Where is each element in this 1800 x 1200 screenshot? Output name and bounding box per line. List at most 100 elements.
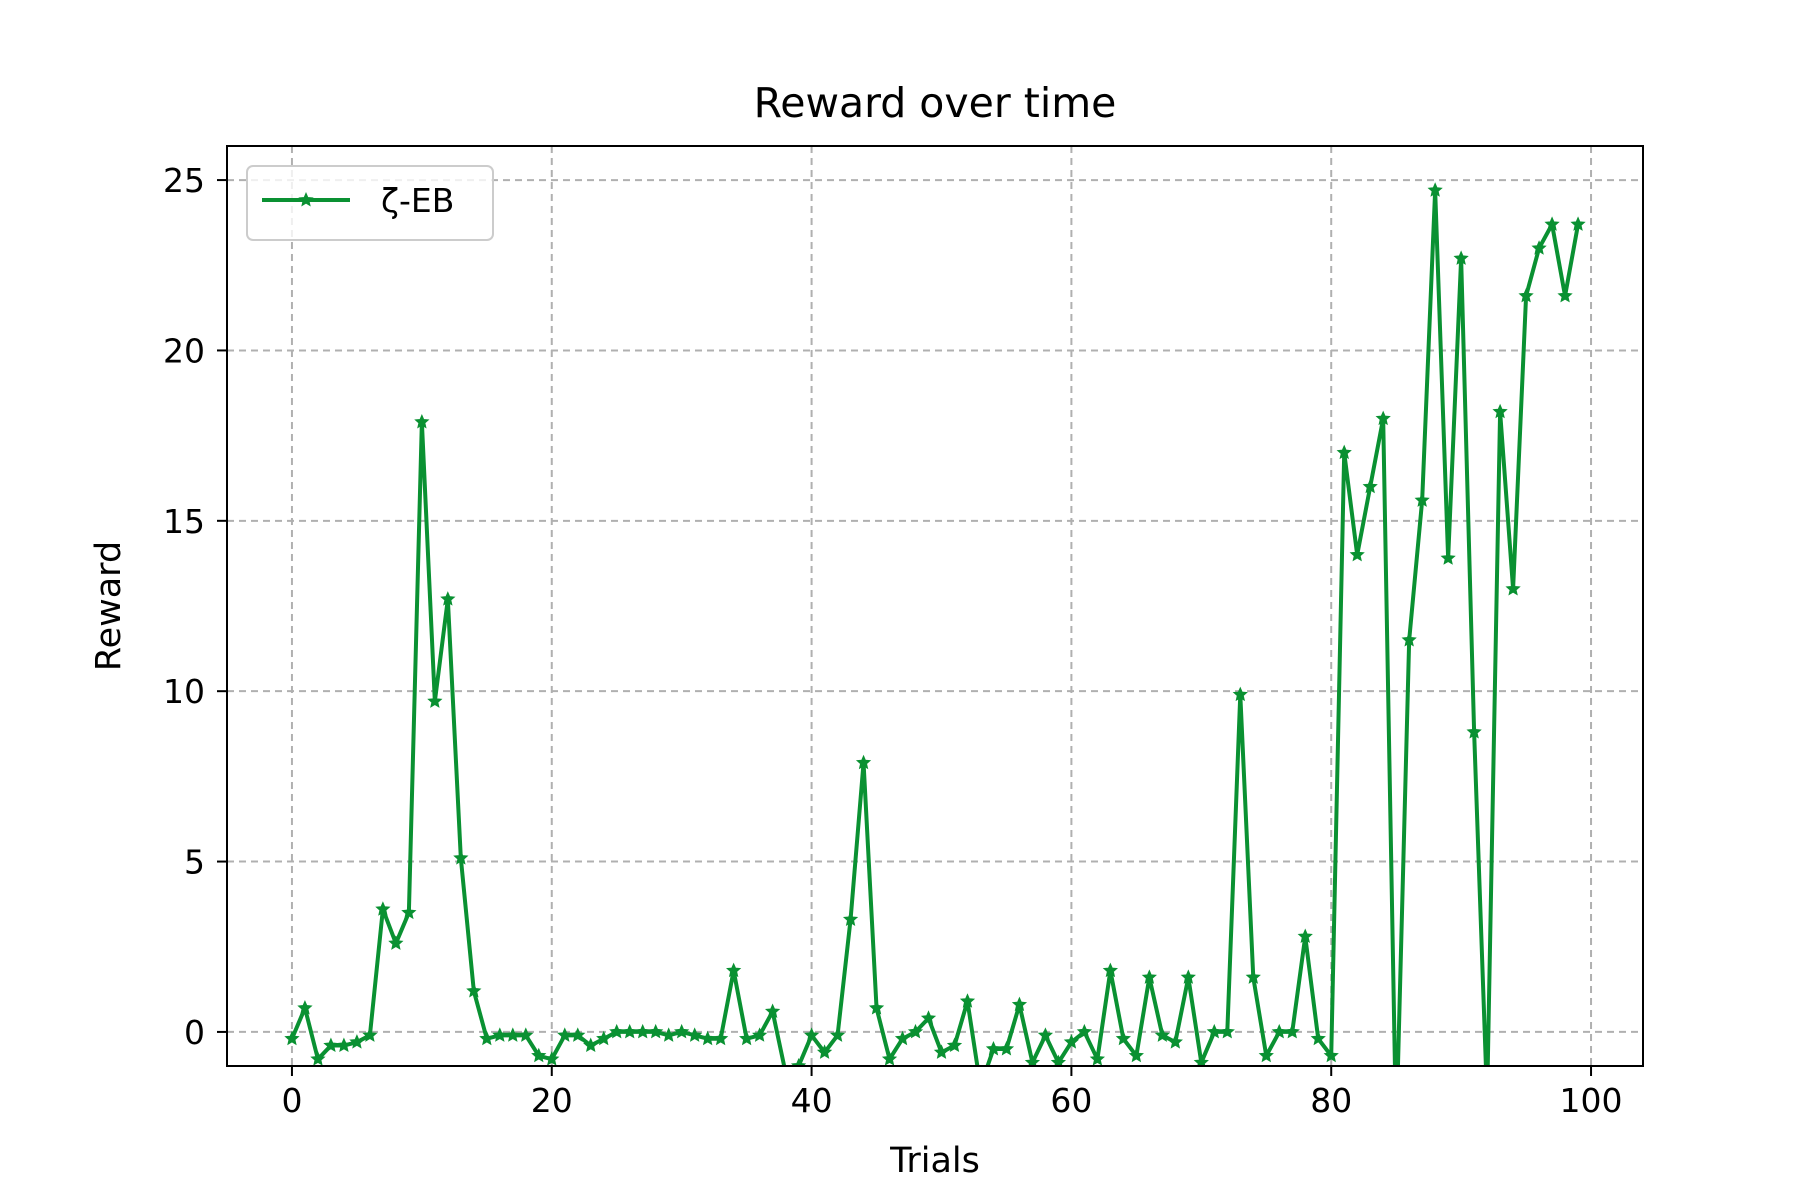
data-point (829, 1027, 846, 1042)
data-point (1310, 1030, 1326, 1046)
y-tick-label: 5 (184, 843, 205, 882)
data-point (310, 1051, 326, 1066)
data-point (1284, 1023, 1300, 1039)
data-point (816, 1044, 833, 1059)
data-point (1154, 1027, 1170, 1042)
data-point (1518, 287, 1534, 303)
data-point (479, 1030, 495, 1046)
data-point (362, 1027, 378, 1042)
data-point (1492, 403, 1508, 419)
data-point (1180, 969, 1196, 984)
y-tick-label: 15 (163, 502, 205, 541)
data-point (1063, 1034, 1080, 1049)
data-point (583, 1037, 599, 1053)
data-point (544, 1051, 560, 1066)
data-point (855, 754, 872, 770)
data-point (1297, 928, 1313, 944)
x-tick-label: 40 (791, 1081, 833, 1120)
data-point (894, 1030, 911, 1046)
x-axis-label: Trials (889, 1141, 980, 1181)
data-point (1401, 632, 1417, 647)
data-point (1128, 1047, 1144, 1063)
y-axis-ticks: 0 5 10 15 20 25 (163, 161, 227, 1052)
data-point (726, 962, 742, 978)
data-point (739, 1030, 755, 1046)
data-point (907, 1023, 924, 1039)
chart-title: Reward over time (754, 79, 1117, 127)
data-point (505, 1027, 521, 1042)
y-axis-label: Reward (89, 541, 129, 671)
data-point (1115, 1030, 1131, 1046)
data-point (349, 1034, 365, 1049)
series-line (290, 188, 1581, 1066)
data-point (946, 1037, 963, 1053)
data-point (985, 1040, 1002, 1056)
data-point (375, 901, 391, 916)
data-point (1414, 492, 1430, 507)
data-point (648, 1023, 664, 1039)
data-point (492, 1027, 508, 1042)
data-point (1375, 410, 1391, 426)
data-point (842, 911, 859, 926)
data-point (557, 1027, 573, 1042)
data-point (752, 1027, 768, 1042)
data-point (1453, 250, 1469, 265)
data-point (1167, 1034, 1183, 1049)
data-point (674, 1023, 690, 1039)
data-point (803, 1027, 820, 1042)
data-point (1427, 182, 1443, 197)
data-point (1349, 546, 1365, 562)
data-point (531, 1047, 547, 1063)
data-point (336, 1037, 352, 1053)
data-point (881, 1051, 898, 1066)
data-point (790, 1057, 807, 1066)
x-tick-label: 20 (531, 1081, 573, 1120)
data-point (713, 1030, 729, 1046)
data-point (1258, 1047, 1274, 1063)
y-tick-label: 20 (163, 331, 205, 370)
data-point (1037, 1027, 1054, 1042)
data-point (1570, 216, 1586, 231)
data-point (1505, 580, 1521, 596)
x-tick-label: 100 (1560, 1081, 1623, 1120)
data-point (868, 1000, 885, 1015)
data-point (401, 904, 417, 920)
data-point (518, 1027, 534, 1042)
data-point (440, 591, 456, 606)
data-point (388, 935, 404, 950)
legend-series-label: ζ-EB (381, 181, 454, 220)
data-point (622, 1023, 638, 1039)
data-point (1362, 478, 1378, 494)
data-point (466, 983, 482, 998)
data-point (1440, 550, 1456, 565)
data-point (1323, 1047, 1339, 1063)
data-point (1089, 1051, 1106, 1066)
data-point (661, 1027, 677, 1042)
data-point (453, 850, 469, 865)
data-point (998, 1040, 1015, 1056)
data-point (959, 993, 976, 1008)
data-point (414, 413, 430, 429)
data-point (764, 1003, 781, 1018)
data-point (920, 1010, 937, 1025)
data-point (427, 693, 443, 708)
data-point (687, 1027, 703, 1042)
data-point (1206, 1023, 1222, 1039)
data-point (1245, 969, 1261, 984)
data-point (635, 1023, 651, 1039)
legend-box (246, 165, 494, 241)
data-point (1011, 996, 1028, 1012)
data-point (1102, 962, 1118, 978)
data-point (933, 1044, 950, 1059)
data-point (1544, 216, 1560, 231)
y-tick-label: 25 (163, 161, 205, 200)
x-tick-label: 0 (281, 1081, 302, 1120)
data-point (1557, 287, 1573, 303)
data-point (1232, 686, 1248, 702)
series-layer (284, 182, 1586, 1066)
data-point (323, 1037, 339, 1053)
data-point (596, 1030, 612, 1046)
data-point (700, 1030, 716, 1046)
data-point (1219, 1023, 1235, 1039)
y-tick-label: 0 (184, 1013, 205, 1052)
